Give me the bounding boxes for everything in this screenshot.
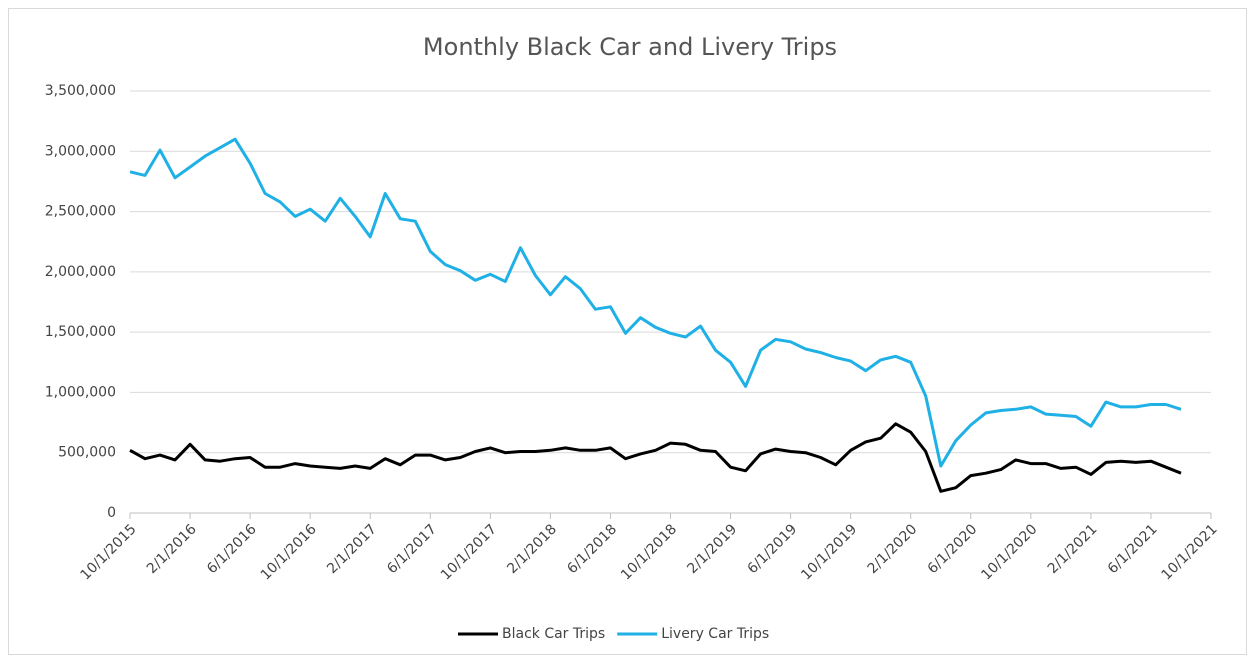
legend-label: Livery Car Trips	[661, 626, 769, 642]
chart-title: Monthly Black Car and Livery Trips	[423, 33, 837, 61]
legend-label: Black Car Trips	[502, 626, 605, 642]
y-tick-label: 0	[107, 505, 116, 521]
y-tick-label: 3,000,000	[45, 143, 116, 159]
y-tick-label: 3,500,000	[45, 83, 116, 99]
y-tick-label: 1,000,000	[45, 384, 116, 400]
y-tick-label: 2,500,000	[45, 204, 116, 220]
y-tick-label: 2,000,000	[45, 264, 116, 280]
series-line	[129, 422, 1182, 493]
y-tick-label: 1,500,000	[45, 324, 116, 340]
series-line	[129, 137, 1182, 468]
y-tick-label: 500,000	[58, 445, 116, 461]
